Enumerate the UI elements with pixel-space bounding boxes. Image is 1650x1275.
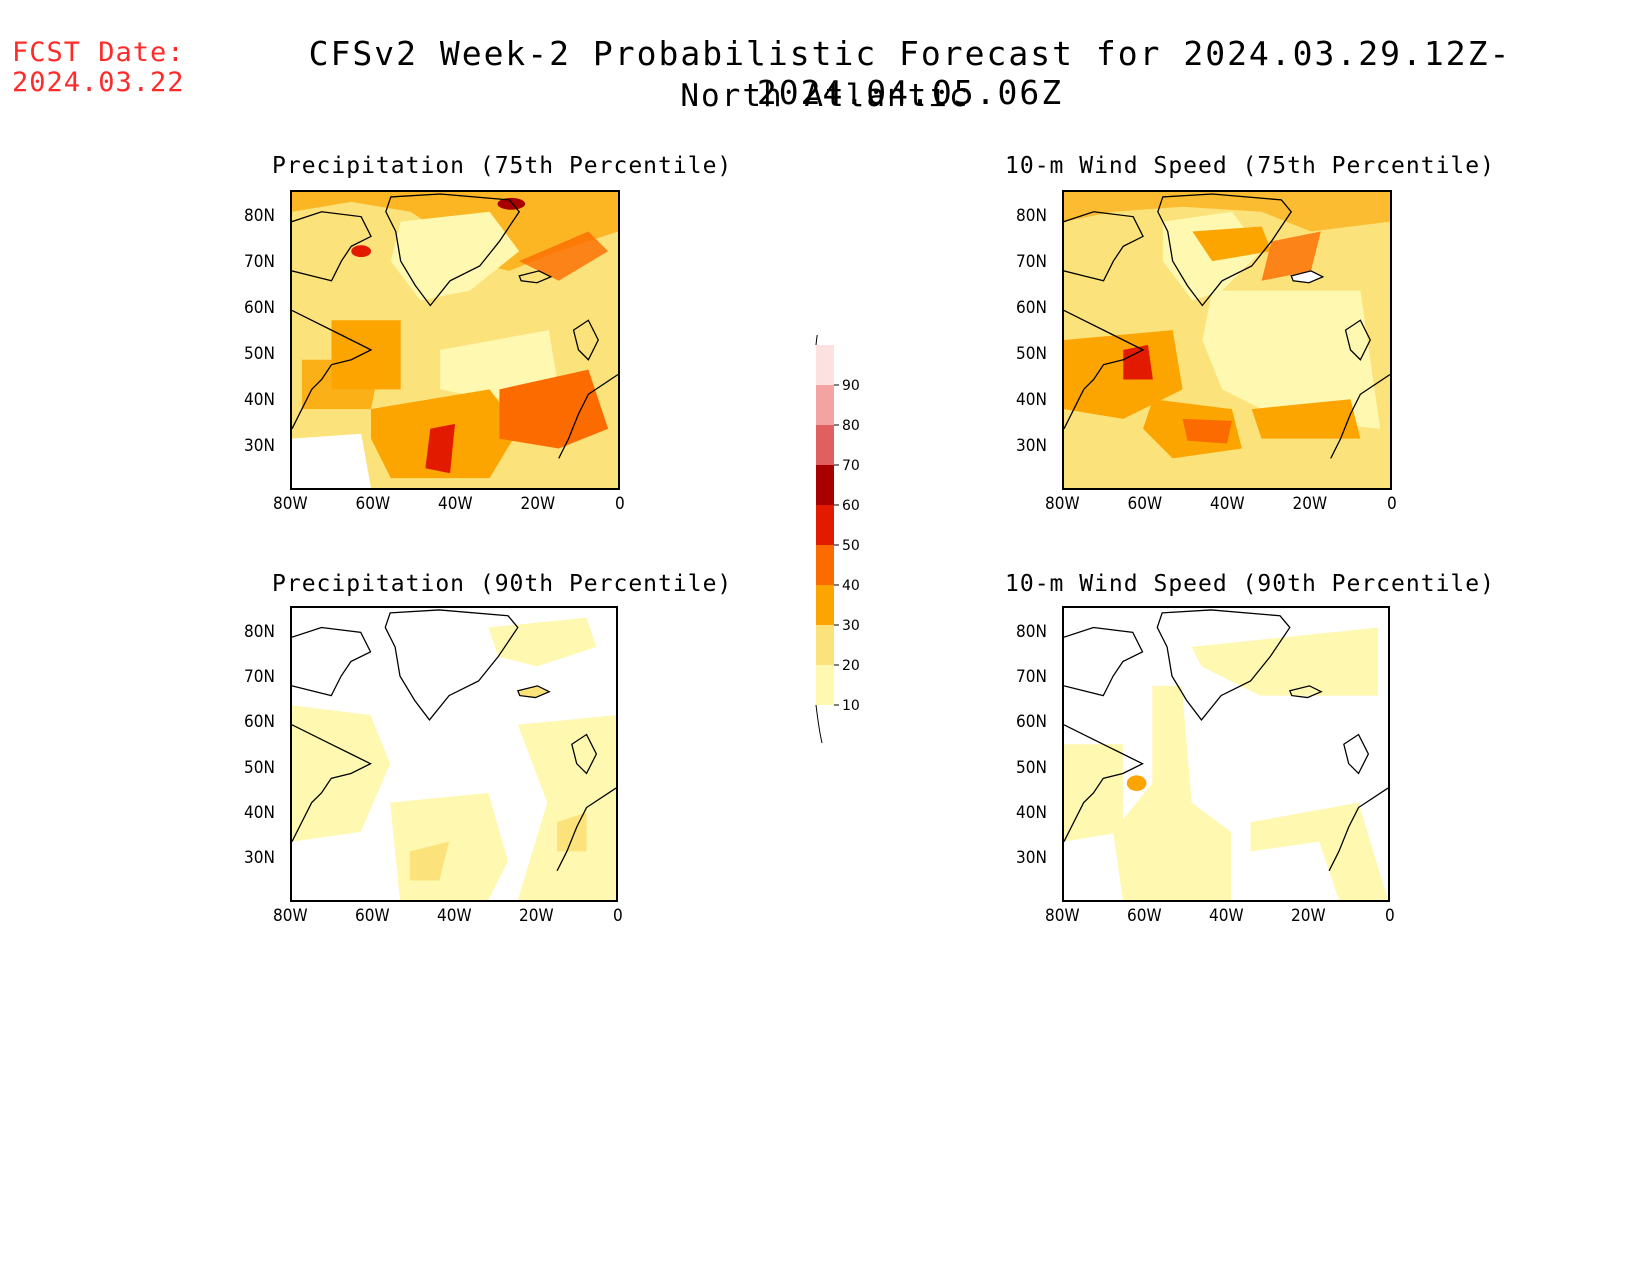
panel-title-wind-75: 10-m Wind Speed (75th Percentile) [1005,153,1495,179]
lon-tick-label: 60W [355,494,391,514]
colorbar-level-label: 50 [842,538,860,554]
lat-tick-label: 30N [244,847,275,868]
colorbar-upper-tail [815,312,823,346]
lat-tick-label: 40N [1016,802,1047,823]
lat-tick-label: 80N [1016,622,1047,642]
lat-tick-label: 40N [244,802,275,823]
lon-tick-label: 40W [1209,906,1244,926]
lat-tick-label: 30N [1016,847,1047,868]
lon-tick-label: 40W [1210,494,1245,514]
colorbar-swatch [816,345,834,385]
lon-tick-label: 20W [1291,906,1326,926]
colorbar-lower-tail [815,704,823,744]
lon-tick-label: 0 [1385,906,1395,926]
forecast-date-block: FCST Date: 2024.03.22 [12,38,185,98]
panel-title-precip-75: Precipitation (75th Percentile) [272,153,733,179]
lat-tick-label: 30N [1016,435,1047,456]
lat-tick-label: 80N [244,206,275,226]
lat-tick-label: 70N [1016,667,1047,688]
lat-tick-label: 70N [244,251,275,272]
lat-tick-label: 70N [1016,251,1047,272]
panel-title-precip-90: Precipitation (90th Percentile) [272,571,733,597]
lon-tick-label: 0 [613,906,623,926]
forecast-date-value: 2024.03.22 [12,67,185,98]
colorbar-swatch [816,425,834,465]
colorbar-swatch [816,385,834,425]
lat-tick-label: 60N [244,297,275,318]
colorbar-svg: 10 20 30 40 50 60 70 80 90 [815,312,860,744]
panel-title-wind-90: 10-m Wind Speed (90th Percentile) [1005,571,1495,597]
lat-tick-label: 50N [244,343,275,364]
colorbar-level-label: 70 [842,458,860,474]
lon-tick-label: 80W [273,494,308,514]
lat-tick-label: 60N [244,712,275,733]
colorbar-level-label: 40 [842,578,860,594]
lat-tick-label: 80N [244,622,275,642]
colorbar-level-label: 90 [842,378,860,394]
colorbar-level-label: 60 [842,498,860,514]
colorbar-level-label: 30 [842,618,860,634]
colorbar-swatch [816,665,834,705]
colorbar-level-label: 10 [842,698,860,714]
lon-tick-label: 80W [1045,906,1080,926]
page-title: CFSv2 Week-2 Probabilistic Forecast for … [308,34,1512,112]
lon-tick-label: 20W [519,906,554,926]
lon-tick-label: 20W [1292,494,1328,514]
colorbar-swatch [816,585,834,625]
lon-tick-label: 40W [437,906,472,926]
colorbar-swatch [816,505,834,545]
lat-tick-label: 50N [1016,343,1047,364]
lat-tick-label: 70N [244,667,275,688]
lon-tick-label: 80W [273,906,308,926]
colorbar-swatch [816,625,834,665]
lat-tick-label: 40N [244,389,275,410]
lon-tick-label: 60W [1127,494,1163,514]
colorbar-swatch [816,465,834,505]
map-wind-90 [1062,606,1390,902]
lat-tick-label: 50N [1016,757,1047,778]
lon-tick-label: 40W [438,494,473,514]
lon-tick-label: 20W [520,494,556,514]
lat-tick-label: 40N [1016,389,1047,410]
lon-tick-label: 0 [1387,494,1397,514]
lat-tick-label: 30N [244,435,275,456]
lon-tick-label: 60W [1127,906,1162,926]
forecast-date-label: FCST Date: [12,37,185,68]
region-subtitle: North Atlantic [680,78,970,114]
lon-tick-label: 80W [1045,494,1080,514]
lat-tick-label: 50N [244,757,275,778]
lat-tick-label: 60N [1016,297,1047,318]
colorbar-level-label: 80 [842,418,860,434]
lon-tick-label: 0 [615,494,625,514]
map-wind-75 [1062,190,1392,490]
map-precip-90 [290,606,618,902]
colorbar-level-label: 20 [842,658,860,674]
lat-tick-label: 60N [1016,712,1047,733]
lon-tick-label: 60W [355,906,390,926]
lat-tick-label: 80N [1016,206,1047,226]
colorbar: 10 20 30 40 50 60 70 80 90 [808,312,898,745]
map-precip-75 [290,190,620,490]
colorbar-swatch [816,545,834,585]
